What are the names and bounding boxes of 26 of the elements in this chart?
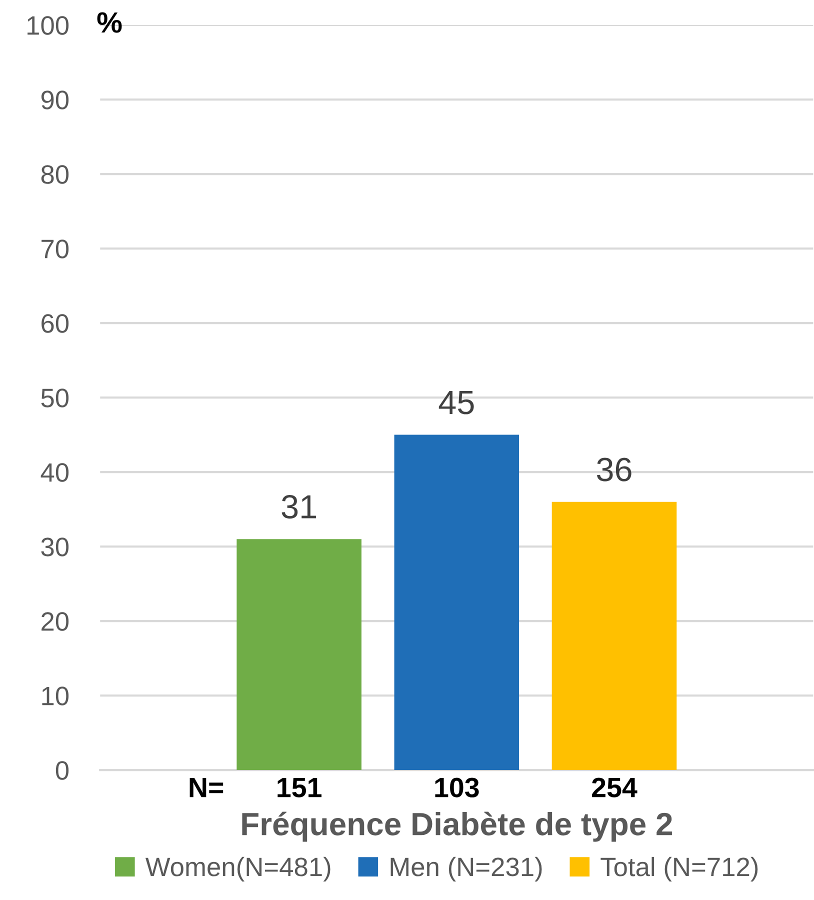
data-label: 45 [438,391,474,414]
y-tick-label: 80 [41,165,69,184]
y-tick-label: 90 [41,90,69,110]
y-tick-label: 100 [28,16,69,35]
bar [552,502,677,770]
y-tick-label: 60 [42,314,69,333]
text: 254 [592,778,638,798]
y-tick-label: 70 [42,240,69,258]
y-tick-label: 10 [42,686,69,706]
x-tick-label: Fréquence Diabète de type 2 [242,812,672,842]
text: 151 [278,778,322,798]
text: N= [190,778,224,798]
legend-label: Total (N=712) [600,856,758,882]
y-tick-label: 0 [56,761,69,780]
y-tick-label: 20 [42,612,69,631]
text: 103 [435,778,479,798]
y-tick-label: 40 [40,463,69,482]
legend-label: Women(N=481) [145,856,330,882]
y-tick-label: 50 [41,388,69,408]
y-axis-title: % [97,12,122,33]
data-label: 31 [282,495,316,519]
bar [236,539,362,770]
bar [394,434,520,770]
legend-label: Men (N=231) [390,856,542,882]
data-label: 36 [596,458,632,482]
y-tick-label: 30 [41,538,69,556]
